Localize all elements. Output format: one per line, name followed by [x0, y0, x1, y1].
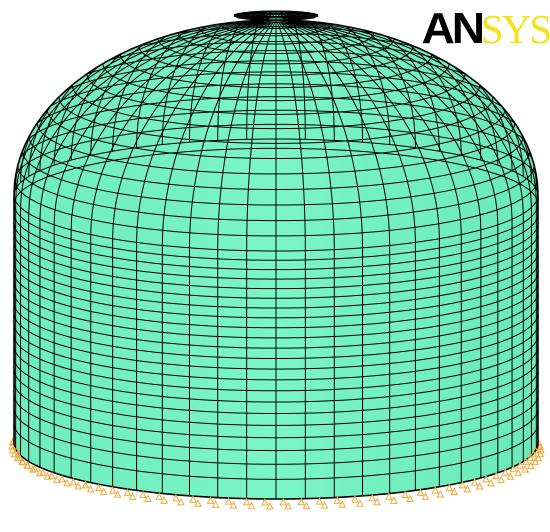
mesh-meridian [277, 22, 306, 499]
constraint-marker [368, 493, 381, 506]
mesh-meridian [70, 21, 266, 478]
ansys-logo: AN SYS [422, 4, 550, 54]
constraint-marker [8, 445, 22, 458]
mesh-meridian [277, 11, 306, 140]
constraint-marker [69, 477, 83, 490]
constraint-marker [206, 496, 220, 508]
constraint-marker [139, 490, 152, 502]
mesh-meridian [53, 21, 265, 473]
constraint-marker [58, 474, 71, 487]
mesh-meridian [112, 22, 268, 487]
mesh-meridian [28, 20, 264, 462]
mesh-meridian [246, 11, 275, 140]
constraint-marker [516, 461, 530, 473]
mesh-meridian [284, 22, 440, 487]
logo-text-sys: SYS [480, 5, 550, 52]
constraint-marker [94, 483, 108, 496]
constraint-marker [172, 493, 185, 506]
constraint-marker [261, 497, 274, 510]
constraint-marker [501, 468, 515, 480]
mesh-meridian [283, 22, 416, 491]
constraint-marker [509, 464, 523, 477]
constraint-marker [297, 497, 311, 510]
constraint-ring-front [8, 441, 545, 510]
mesh-meridian [281, 22, 391, 494]
constraint-marker [431, 486, 445, 498]
constraint-marker [416, 488, 430, 500]
mesh-ring [14, 147, 538, 261]
mesh-meridian [161, 22, 271, 494]
mesh-meridian [20, 20, 263, 456]
mesh-meridian [39, 21, 264, 468]
constraint-marker [482, 474, 495, 487]
constraint-marker [458, 480, 472, 493]
constraint-marker [531, 445, 545, 458]
mesh-meridian [278, 22, 335, 498]
mesh-meridian [289, 20, 537, 450]
mesh-ring [14, 138, 538, 252]
constraint-marker [81, 480, 95, 493]
constraint-marker [529, 449, 543, 462]
constraint-marker [351, 495, 364, 507]
constraint-marker [445, 483, 459, 496]
mesh-meridian [15, 20, 263, 450]
constraint-marker [333, 496, 347, 508]
mesh-meridian [188, 22, 272, 496]
constraint-marker [470, 477, 484, 490]
constraint-marker [522, 457, 535, 469]
constraint-marker [279, 497, 292, 510]
mesh-meridian [289, 20, 532, 456]
constraint-marker [401, 490, 414, 502]
mesh-meridian [285, 21, 462, 483]
constraint-marker [526, 453, 540, 466]
mesh-meridian [246, 22, 275, 499]
constraint-marker [315, 497, 329, 509]
mesh-meridian [287, 21, 499, 473]
constraint-marker [123, 488, 137, 500]
mesh-meridian [288, 21, 513, 468]
mesh-meridian [288, 20, 524, 462]
constraint-marker [108, 486, 122, 498]
mesh-meridian [90, 21, 267, 483]
mesh-meridian [136, 22, 269, 491]
mesh-meridian [278, 11, 335, 141]
constraint-marker [48, 471, 61, 484]
constraint-marker [224, 497, 238, 509]
mesh-meridian [217, 11, 274, 141]
constraint-marker [8, 441, 21, 454]
constraint-marker [189, 495, 202, 507]
logo-text-an: AN [421, 4, 486, 53]
constraint-marker [242, 497, 256, 510]
constraint-marker [492, 471, 505, 484]
mesh-ring [14, 442, 538, 499]
constraint-marker [155, 492, 168, 504]
constraint-marker [385, 492, 398, 504]
mesh-meridian [217, 22, 274, 498]
mesh-meridian [286, 21, 482, 478]
mesh-meridian [280, 22, 364, 496]
